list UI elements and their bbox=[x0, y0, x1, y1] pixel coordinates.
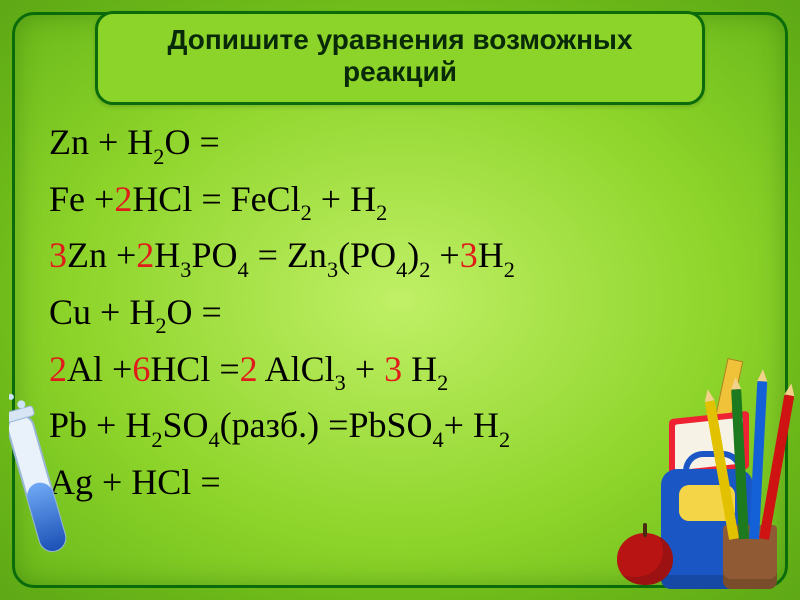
eq-text: PbSO bbox=[348, 405, 432, 445]
eq-text: (PO bbox=[338, 235, 396, 275]
coef-red: 2 bbox=[49, 349, 67, 389]
subscript: 2 bbox=[301, 200, 312, 225]
apple-icon bbox=[617, 533, 673, 585]
coef-red: 3 bbox=[384, 349, 402, 389]
subscript: 2 bbox=[504, 257, 515, 282]
school-props bbox=[611, 361, 791, 591]
eq-text: Al + bbox=[67, 349, 132, 389]
equation-row: Ag + HCl = bbox=[49, 455, 645, 509]
eq-text: SO bbox=[162, 405, 208, 445]
subscript: 2 bbox=[419, 257, 430, 282]
header-title: Допишите уравнения возможных реакций bbox=[167, 24, 632, 87]
subscript: 2 bbox=[155, 313, 166, 338]
equation-row: Zn + H2O = bbox=[49, 115, 645, 172]
eq-text: AlCl bbox=[258, 349, 335, 389]
coef-red: 2 bbox=[114, 179, 132, 219]
eq-text: H bbox=[478, 235, 504, 275]
eq-text: HCl = bbox=[150, 349, 239, 389]
eq-text: = Zn bbox=[249, 235, 327, 275]
eq-text: + bbox=[346, 349, 384, 389]
subscript: 2 bbox=[499, 427, 510, 452]
eq-text: + bbox=[430, 235, 459, 275]
eq-text: (разб.) = bbox=[220, 405, 349, 445]
coef-red: 2 bbox=[240, 349, 258, 389]
pencil-cup-icon bbox=[711, 399, 789, 589]
equation-row: 2Al +6HCl =2 AlCl3 + 3 H2 bbox=[49, 342, 645, 399]
subscript: 3 bbox=[327, 257, 338, 282]
equation-row: Fe +2HCl = FeCl2 + H2 bbox=[49, 172, 645, 229]
eq-text: PO bbox=[191, 235, 237, 275]
eq-text: ) bbox=[407, 235, 419, 275]
subscript: 2 bbox=[151, 427, 162, 452]
coef-red: 6 bbox=[132, 349, 150, 389]
coef-red: 3 bbox=[460, 235, 478, 275]
eq-text: Zn + H bbox=[49, 122, 153, 162]
eq-text: Fe + bbox=[49, 179, 114, 219]
eq-text: HCl = FeCl bbox=[132, 179, 300, 219]
coef-red: 3 bbox=[49, 235, 67, 275]
eq-text: Zn + bbox=[67, 235, 136, 275]
subscript: 4 bbox=[209, 427, 220, 452]
slide-frame: Допишите уравнения возможных реакций Zn … bbox=[12, 12, 788, 588]
eq-text: + H bbox=[312, 179, 376, 219]
subscript: 3 bbox=[335, 370, 346, 395]
equation-row: Pb + H2SO4(разб.) =PbSO4+ H2 bbox=[49, 398, 645, 455]
subscript: 4 bbox=[433, 427, 444, 452]
subscript: 2 bbox=[153, 144, 164, 169]
subscript: 4 bbox=[237, 257, 248, 282]
subscript: 4 bbox=[396, 257, 407, 282]
test-tube-icon bbox=[9, 391, 99, 591]
subscript: 2 bbox=[376, 200, 387, 225]
eq-text: Cu + H bbox=[49, 292, 155, 332]
slide: Допишите уравнения возможных реакций Zn … bbox=[0, 0, 800, 600]
eq-text: O = bbox=[164, 122, 219, 162]
coef-red: 2 bbox=[136, 235, 154, 275]
eq-text: H bbox=[402, 349, 437, 389]
eq-text: H bbox=[154, 235, 180, 275]
subscript: 3 bbox=[180, 257, 191, 282]
subscript: 2 bbox=[437, 370, 448, 395]
header-box: Допишите уравнения возможных реакций bbox=[95, 11, 705, 105]
equations-area: Zn + H2O =Fe +2HCl = FeCl2 + H23Zn +2H3P… bbox=[49, 115, 645, 509]
equation-row: Cu + H2O = bbox=[49, 285, 645, 342]
eq-text: + H bbox=[444, 405, 499, 445]
equation-row: 3Zn +2H3PO4 = Zn3(PO4)2 +3H2 bbox=[49, 228, 645, 285]
eq-text: O = bbox=[166, 292, 221, 332]
